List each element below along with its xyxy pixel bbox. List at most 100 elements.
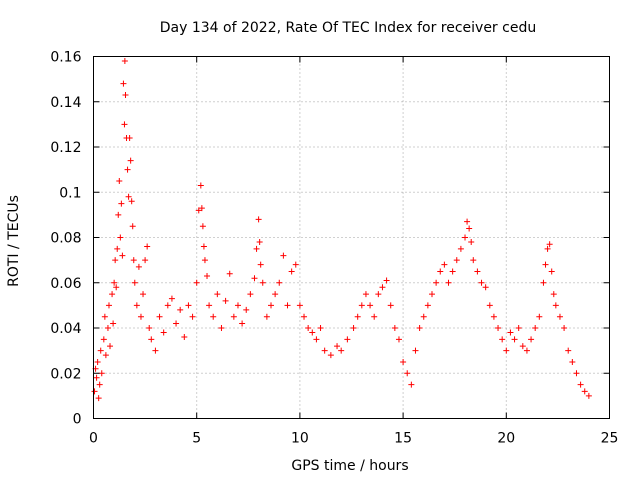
data-point [204, 272, 211, 279]
data-point [507, 329, 514, 336]
data-point [424, 302, 431, 309]
data-point [206, 302, 213, 309]
data-point [255, 216, 262, 223]
data-point [195, 207, 202, 214]
data-point [122, 91, 129, 98]
data-point [457, 245, 464, 252]
data-point [101, 313, 108, 320]
data-point [214, 291, 221, 298]
y-tick-label: 0.12 [50, 140, 81, 156]
data-point [130, 257, 137, 264]
data-point [95, 395, 102, 402]
data-point [234, 302, 241, 309]
data-point [486, 302, 493, 309]
data-point [280, 252, 287, 259]
data-point [239, 320, 246, 327]
data-point [137, 313, 144, 320]
data-point [102, 352, 109, 359]
y-axis-title: ROTI / TECUs [6, 195, 22, 287]
data-point [544, 245, 551, 252]
data-point [515, 325, 522, 331]
data-point [111, 279, 118, 286]
data-point [375, 291, 382, 298]
data-point [124, 166, 131, 173]
data-point [371, 313, 378, 320]
data-point [478, 279, 485, 286]
data-point [276, 279, 283, 286]
data-point [317, 325, 324, 331]
data-point [548, 268, 555, 275]
data-point [177, 306, 184, 313]
data-point [565, 347, 572, 354]
data-point [445, 279, 452, 286]
data-point [577, 381, 584, 388]
data-point [400, 358, 407, 365]
data-point [503, 347, 510, 354]
data-point [552, 302, 559, 309]
data-point [292, 261, 299, 268]
data-point [129, 223, 136, 230]
data-point [98, 370, 105, 377]
data-point [109, 291, 116, 298]
data-point [482, 284, 489, 291]
data-point [222, 297, 229, 304]
data-point [519, 343, 526, 350]
data-point [573, 370, 580, 377]
chart-title: Day 134 of 2022, Rate Of TEC Index for r… [160, 20, 536, 36]
data-point [321, 347, 328, 354]
data-point [156, 313, 163, 320]
data-point [113, 284, 120, 291]
x-tick-label: 0 [89, 431, 98, 447]
x-tick-label: 25 [601, 431, 619, 447]
data-point [107, 343, 114, 350]
data-point [391, 325, 398, 331]
data-point [126, 134, 133, 141]
y-tick-label: 0.16 [50, 50, 81, 66]
data-point [116, 177, 123, 184]
data-point [395, 336, 402, 343]
y-tick-label: 0.06 [50, 276, 81, 292]
data-point [536, 313, 543, 320]
data-point [284, 302, 291, 309]
data-point [546, 241, 553, 248]
data-point [193, 279, 200, 286]
x-tick-label: 10 [291, 431, 309, 447]
data-point [288, 268, 295, 275]
data-point [462, 234, 469, 241]
data-point [91, 388, 98, 395]
data-point [334, 343, 341, 350]
data-point [581, 388, 588, 395]
data-point [142, 257, 149, 264]
data-point [470, 257, 477, 264]
data-point [387, 302, 394, 309]
data-point [121, 121, 128, 128]
data-point [152, 347, 159, 354]
data-point [338, 347, 345, 354]
y-tick-label: 0 [73, 412, 82, 428]
y-tick-label: 0.02 [50, 366, 81, 382]
x-axis-title: GPS time / hours [291, 458, 408, 474]
data-point [464, 218, 471, 225]
data-point [96, 381, 103, 388]
data-point [358, 302, 365, 309]
data-point [253, 245, 260, 252]
data-point [296, 302, 303, 309]
grid-layer [93, 56, 610, 419]
y-tick-label: 0.04 [50, 321, 81, 337]
data-point [251, 275, 258, 282]
data-point [428, 291, 435, 298]
data-point [453, 257, 460, 264]
data-point [449, 268, 456, 275]
data-point [133, 302, 140, 309]
data-point [121, 58, 128, 65]
data-point [140, 291, 147, 298]
data-point [268, 302, 275, 309]
data-point [569, 358, 576, 365]
data-point [556, 313, 563, 320]
data-point [114, 245, 121, 252]
data-point [201, 257, 208, 264]
data-point [561, 325, 568, 331]
data-point [120, 80, 127, 87]
data-point [189, 313, 196, 320]
